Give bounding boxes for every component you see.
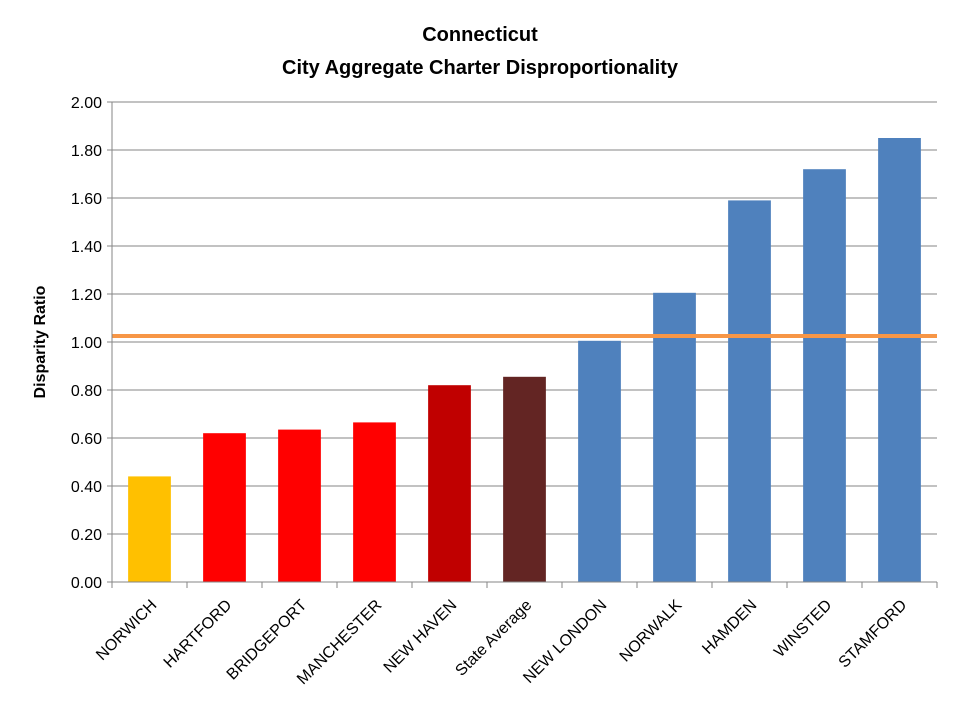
- x-tick-label: NORWALK: [617, 597, 686, 666]
- y-tick-label: 1.80: [71, 143, 102, 160]
- x-tick-label: STAMFORD: [836, 597, 911, 672]
- bar: [803, 169, 846, 582]
- chart-title-line-2: City Aggregate Charter Disproportionalit…: [282, 57, 679, 79]
- axes: [107, 101, 938, 588]
- y-tick-label: 0.20: [71, 527, 102, 544]
- chart-title-line-1: Connecticut: [422, 24, 538, 46]
- y-tick-label: 1.00: [71, 335, 102, 352]
- bar: [353, 422, 396, 582]
- bar: [578, 340, 621, 582]
- x-tick-label: NEW HAVEN: [381, 597, 461, 677]
- x-tick-label: HAMDEN: [699, 597, 760, 658]
- bars: [128, 138, 921, 582]
- bar: [128, 476, 171, 582]
- y-tick-label: 1.20: [71, 287, 102, 304]
- bar: [503, 376, 546, 582]
- y-tick-label: 0.60: [71, 431, 102, 448]
- y-tick-label: 0.00: [71, 575, 102, 592]
- y-tick-label: 2.00: [71, 95, 102, 112]
- gridlines: [112, 101, 937, 535]
- x-tick-label: State Average: [452, 597, 535, 680]
- y-axis-label: Disparity Ratio: [32, 285, 49, 398]
- x-tick-label: NORWICH: [93, 597, 160, 664]
- bar: [428, 385, 471, 582]
- x-tick-label: NEW LONDON: [520, 597, 610, 687]
- bar: [878, 138, 921, 582]
- bar: [728, 200, 771, 582]
- bar: [653, 292, 696, 582]
- bar: [203, 433, 246, 582]
- x-tick-label: HARTFORD: [161, 597, 236, 672]
- y-axis-ticks: 0.00 0.20 0.40 0.60 0.80 1.00 1.20 1.40 1.60 1.80…: [71, 95, 102, 592]
- y-tick-label: 1.60: [71, 191, 102, 208]
- y-tick-label: 0.80: [71, 383, 102, 400]
- x-tick-label: WINSTED: [771, 597, 835, 661]
- x-tick-label: BRIDGEPORT: [224, 597, 311, 684]
- y-tick-label: 0.40: [71, 479, 102, 496]
- y-tick-label: 1.40: [71, 239, 102, 256]
- bar: [278, 429, 321, 582]
